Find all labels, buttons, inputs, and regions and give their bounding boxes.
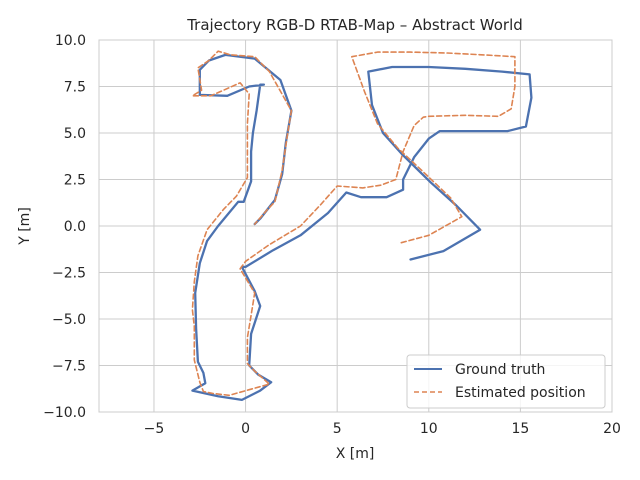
- y-axis-label: Y [m]: [17, 207, 33, 246]
- y-tick-label: −10.0: [43, 405, 86, 421]
- chart-title: Trajectory RGB-D RTAB-Map – Abstract Wor…: [186, 16, 523, 34]
- legend-label-ground-truth: Ground truth: [455, 362, 545, 378]
- x-tick-label: 5: [333, 421, 342, 437]
- x-tick-label: 20: [603, 421, 621, 437]
- series-line-estimated-position: [191, 50, 516, 397]
- x-tick-labels: −5 0 5 10 15 20: [144, 421, 621, 437]
- y-tick-label: 5.0: [64, 126, 86, 142]
- legend-box: [406, 354, 606, 409]
- y-tick-label: 2.5: [64, 173, 86, 189]
- y-tick-label: 0.0: [64, 219, 86, 235]
- x-tick-label: 15: [511, 421, 529, 437]
- legend: Ground truth Estimated position: [406, 354, 606, 409]
- y-tick-label: −5.0: [52, 312, 86, 328]
- x-axis-label: X [m]: [336, 446, 375, 462]
- x-tick-label: 0: [241, 421, 250, 437]
- y-tick-label: −2.5: [52, 266, 86, 282]
- legend-label-estimated-position: Estimated position: [455, 385, 586, 401]
- y-tick-labels: −10.0 −7.5 −5.0 −2.5 0.0 2.5 5.0 7.5 10.0: [43, 33, 86, 421]
- y-tick-label: 10.0: [55, 33, 86, 49]
- x-tick-label: −5: [144, 421, 165, 437]
- y-tick-label: 7.5: [64, 80, 86, 96]
- y-tick-label: −7.5: [52, 359, 86, 375]
- plot-area: [98, 39, 613, 413]
- series-layer: [191, 50, 533, 402]
- y-gridlines: [99, 39, 612, 413]
- x-tick-label: 10: [420, 421, 438, 437]
